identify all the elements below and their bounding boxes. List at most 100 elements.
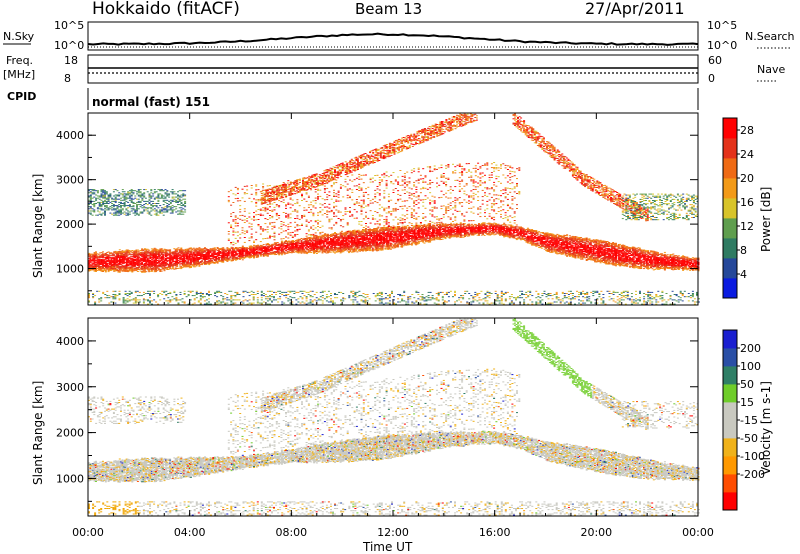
power-cell <box>354 239 356 240</box>
power-cell <box>410 241 412 242</box>
power-cell <box>445 232 447 233</box>
power-cell <box>429 224 431 225</box>
power-cell <box>268 244 270 245</box>
power-cell <box>166 268 168 269</box>
power-cell <box>292 240 294 241</box>
power-cell <box>224 249 226 250</box>
power-cell <box>334 246 336 247</box>
power-cell <box>519 236 521 237</box>
power-cell <box>398 226 400 227</box>
power-cell <box>242 253 244 254</box>
power-cell <box>323 243 325 244</box>
power-cell <box>509 237 511 238</box>
power-cell <box>292 242 294 243</box>
power-cell <box>203 252 205 253</box>
power-cell <box>411 245 413 246</box>
power-cell <box>137 250 139 251</box>
power-cell <box>183 259 185 260</box>
power-cell <box>110 263 112 264</box>
power-cell <box>351 247 353 248</box>
power-cell <box>203 249 205 250</box>
power-cell <box>484 223 486 224</box>
power-cell <box>176 248 178 249</box>
power-cell <box>187 250 189 251</box>
power-cell <box>117 265 119 266</box>
power-cell <box>442 223 444 224</box>
power-cell <box>281 242 283 243</box>
power-cell <box>281 241 283 242</box>
power-cell <box>134 266 136 267</box>
power-cell <box>196 265 198 266</box>
power-cell <box>464 236 466 237</box>
power-cell <box>376 242 378 243</box>
power-cell <box>464 229 466 230</box>
power-cell <box>340 252 342 253</box>
power-cell <box>268 251 270 252</box>
power-cell <box>271 250 273 251</box>
power-cell <box>168 269 170 270</box>
power-cell <box>382 249 384 250</box>
power-cell <box>370 234 372 235</box>
power-cell <box>267 255 269 256</box>
power-cell <box>354 230 356 231</box>
power-cell <box>294 250 296 251</box>
power-cell <box>116 258 118 259</box>
power-cell <box>89 258 91 259</box>
power-cell <box>439 238 441 239</box>
power-cell <box>312 242 314 243</box>
power-cell <box>517 230 519 231</box>
power-cell <box>534 234 536 235</box>
power-cell <box>285 240 287 241</box>
power-cell <box>376 229 378 230</box>
power-cell <box>414 231 416 232</box>
power-cell <box>391 247 393 248</box>
nsky-panel: N.Sky 10^5 10^0 10^5 10^0 N.Search <box>3 19 795 52</box>
power-cell <box>298 241 300 242</box>
power-cell <box>414 235 416 236</box>
power-cell <box>495 234 497 235</box>
power-cell <box>274 253 276 254</box>
power-cell <box>208 253 210 254</box>
power-cell <box>110 259 112 260</box>
power-cell <box>349 250 351 251</box>
power-cell <box>379 231 381 232</box>
power-cell <box>108 258 110 259</box>
nsearch-label: N.Search <box>745 30 795 43</box>
power-cell <box>166 252 168 253</box>
power-cell <box>478 234 480 235</box>
power-cell <box>113 254 115 255</box>
power-cell <box>277 242 279 243</box>
power-cell <box>478 235 480 236</box>
power-cell <box>204 251 206 252</box>
power-cell <box>201 264 203 265</box>
power-cell <box>172 267 174 268</box>
power-cell <box>526 233 528 234</box>
power-cell <box>282 251 284 252</box>
power-cell <box>302 247 304 248</box>
power-cell <box>204 247 206 248</box>
power-cell <box>566 256 568 257</box>
nsky-label: N.Sky <box>3 30 35 43</box>
power-cell <box>301 240 303 241</box>
power-cell <box>533 239 535 240</box>
power-cell <box>422 242 424 243</box>
power-cell <box>468 235 470 236</box>
power-cell <box>198 265 200 266</box>
power-cell <box>233 250 235 251</box>
power-cell <box>492 233 494 234</box>
power-cell <box>313 253 315 254</box>
power-cell <box>228 254 230 255</box>
freq-panel: Freq. [MHz] 18 8 60 0 Nave <box>3 54 785 85</box>
power-cell <box>478 223 480 224</box>
power-cell <box>390 245 392 246</box>
power-cell <box>222 247 224 248</box>
power-cell <box>523 228 525 229</box>
power-cell <box>95 269 97 270</box>
nsky-frame <box>88 22 698 50</box>
power-cell <box>178 247 180 248</box>
power-cell <box>541 240 543 241</box>
power-cell <box>510 232 512 233</box>
power-cell <box>299 239 301 240</box>
power-cell <box>193 257 195 258</box>
power-cell <box>401 234 403 235</box>
